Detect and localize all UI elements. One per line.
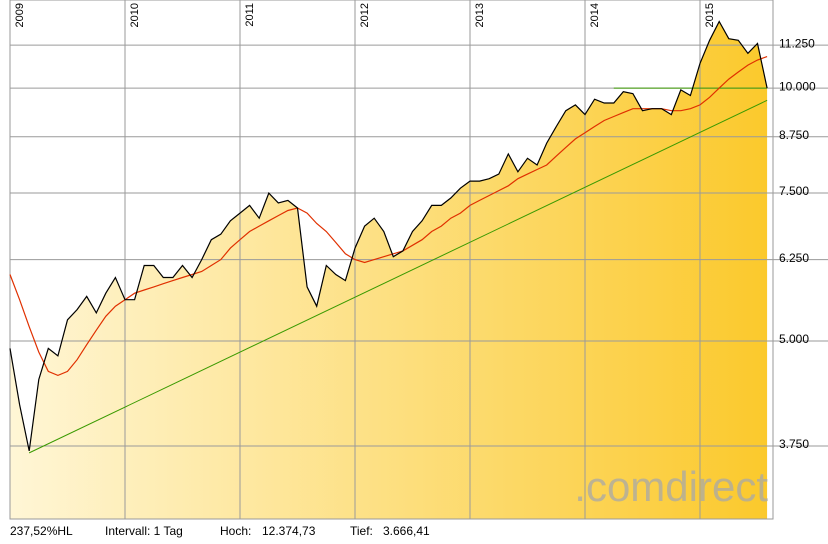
y-tick-label: 5.000 [779, 332, 809, 346]
y-tick-label: 10.000 [779, 79, 816, 93]
x-tick-label: 2013 [474, 3, 486, 27]
x-tick-label: 2010 [129, 3, 141, 27]
x-tick-label: 2011 [244, 3, 256, 27]
y-tick-label: 7.500 [779, 184, 809, 198]
plot-frame [9, 0, 774, 520]
price-area [10, 21, 768, 519]
price-line [9, 20, 768, 452]
y-tick-label: 8.750 [779, 128, 809, 142]
x-tick-label: 2014 [589, 3, 601, 27]
footer-interval: Intervall: 1 Tag [105, 524, 183, 538]
trend-line [28, 99, 768, 454]
footer-change: 237,52%HL [10, 524, 73, 538]
plot: 3.750 5.000 6.250 7.500 8.750 10.000 11.250 200… [9, 0, 828, 520]
x-tick-label: 2015 [704, 3, 716, 27]
footer-low-label: Tief: [350, 524, 373, 538]
watermark: .comdirect [574, 463, 768, 510]
footer-high: 12.374,73 [262, 524, 316, 538]
y-tick-label: 6.250 [779, 251, 809, 265]
footer-low: 3.666,41 [383, 524, 430, 538]
x-tick-label: 2012 [359, 3, 371, 27]
x-tick-label: 2009 [14, 3, 26, 27]
footer-high-label: Hoch: [220, 524, 251, 538]
y-tick-label: 11.250 [779, 36, 815, 50]
y-tick-label: 3.750 [779, 437, 809, 451]
